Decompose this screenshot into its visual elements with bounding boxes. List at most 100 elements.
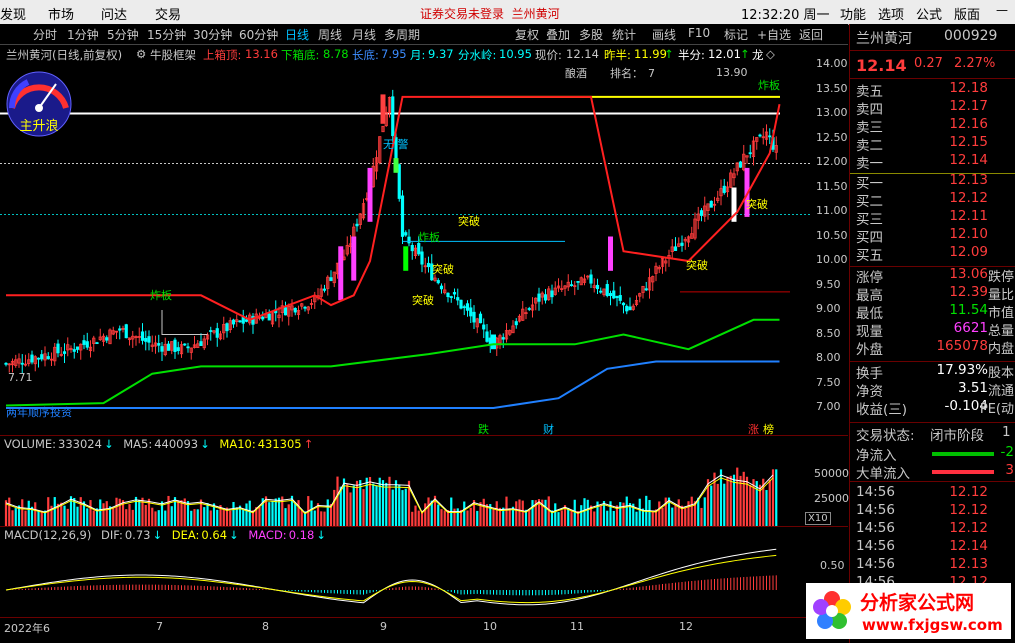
btn-adjust[interactable]: 复权 [515, 28, 540, 42]
watershed-label: 分水岭: [458, 48, 497, 62]
bid-row: 买五 12.09 [850, 244, 1015, 264]
volume-label: VOLUME: [4, 437, 57, 451]
candle-body [586, 275, 590, 278]
volume-bar [671, 507, 674, 526]
volume-bar [602, 501, 606, 526]
tab-15min[interactable]: 15分钟 [147, 28, 187, 42]
candle-body [433, 277, 437, 281]
stat2-row-value: -0.104 [944, 398, 988, 414]
tab-1min[interactable]: 1分钟 [67, 28, 99, 42]
candle-body [92, 337, 96, 344]
volume-bar [537, 499, 541, 526]
volume-bar [511, 506, 515, 526]
volume-bar [199, 499, 203, 526]
tab-daily[interactable]: 日线 [285, 28, 310, 42]
tick-row-value: 12.12 [949, 484, 988, 500]
dragon-label: 龙 [752, 48, 764, 62]
btn-add-favorite[interactable]: +自选 [757, 28, 792, 42]
indicator-gear-icon[interactable]: ⚙ [136, 47, 147, 61]
menu-wenda[interactable]: 问达 [101, 8, 128, 23]
candle-body [722, 185, 726, 193]
volume-bar [271, 500, 274, 526]
macd-chart[interactable] [0, 540, 810, 618]
stat-row: 涨停 13.06 跌停 [850, 266, 1015, 286]
candle-body [62, 351, 67, 354]
candle-body [179, 344, 184, 355]
candle-body [361, 203, 366, 219]
volume-bar [24, 510, 27, 526]
volume-bar [693, 501, 697, 526]
support-line-green [5, 318, 780, 407]
candle-body [751, 140, 756, 157]
volume-bar [472, 500, 476, 526]
tab-multi-period[interactable]: 多周期 [384, 28, 421, 42]
tab-intraday[interactable]: 分时 [33, 28, 58, 42]
volume-bar [316, 503, 320, 526]
candle-body [59, 353, 63, 356]
menu-function[interactable]: 功能 [840, 8, 867, 23]
ask-row-label: 卖五 [856, 84, 883, 100]
btn-multi-stock[interactable]: 多股 [579, 28, 604, 42]
btn-draw[interactable]: 画线 [652, 28, 677, 42]
candlestick-chart[interactable]: 酿酒 排名： 7 13.907.71无 警炸板炸板炸板突破突破突破突破突破两年顺序投资… [0, 63, 810, 435]
tab-weekly[interactable]: 周线 [318, 28, 343, 42]
tick-row: 14:56 12.12 [850, 520, 1015, 538]
btn-statistics[interactable]: 统计 [612, 28, 637, 42]
minimize-icon[interactable]: — [996, 3, 1008, 17]
candle-body [166, 343, 171, 351]
diamond-icon[interactable]: ◇ [766, 47, 775, 61]
volume-bar [274, 498, 277, 526]
candle-body [46, 356, 50, 360]
candle-body [121, 328, 125, 330]
menu-trade[interactable]: 交易 [155, 8, 182, 23]
volume-bar [170, 506, 173, 526]
volume-bar [167, 495, 170, 526]
stat-row-label: 最低 [856, 306, 883, 322]
volume-bar [489, 504, 492, 526]
volume-bar [53, 497, 56, 526]
trade-status-row: 交易状态: 闭市阶段 1 [850, 424, 1015, 444]
price-axis-tick: 8.50 [816, 326, 841, 340]
volume-bar [66, 508, 69, 526]
volume-bar [222, 509, 225, 526]
stat2-row-value: 17.93% [936, 362, 988, 378]
volume-bar [677, 499, 680, 526]
candle-body [355, 223, 359, 227]
volume-bar [651, 511, 654, 526]
login-notice[interactable]: 证券交易未登录 兰州黄河 [420, 5, 560, 22]
indicator-name[interactable]: 牛股框架 [150, 48, 196, 62]
tab-30min[interactable]: 30分钟 [193, 28, 233, 42]
btn-overlay[interactable]: 叠加 [546, 28, 571, 42]
menu-options[interactable]: 选项 [878, 8, 905, 23]
menu-market[interactable]: 市场 [48, 8, 75, 23]
candle-body [465, 303, 470, 311]
volume-bar [37, 510, 40, 526]
stat-row-value: 165078 [936, 338, 988, 354]
volume-ma10-line [5, 477, 774, 515]
menu-formula[interactable]: 公式 [916, 8, 943, 23]
menu-discover[interactable]: 发现 [0, 8, 27, 23]
candle-body [673, 246, 678, 251]
volume-bar [684, 507, 687, 526]
tab-60min[interactable]: 60分钟 [239, 28, 279, 42]
volume-bar [242, 509, 245, 526]
bid-row: 买四 12.10 [850, 226, 1015, 246]
menu-layout[interactable]: 版面 [954, 8, 981, 23]
volume-bar [674, 504, 677, 526]
net-inflow-bar [932, 452, 994, 456]
btn-back[interactable]: 返回 [799, 28, 824, 42]
volume-bar [515, 501, 518, 526]
candle-body [345, 245, 349, 255]
volume-bar [86, 508, 89, 526]
btn-f10[interactable]: F10 [688, 26, 711, 40]
btn-mark[interactable]: 标记 [724, 28, 749, 42]
candle-body [699, 210, 704, 216]
candle-body [322, 288, 327, 291]
volume-bar [667, 497, 671, 526]
volume-bar [385, 482, 388, 526]
tab-5min[interactable]: 5分钟 [107, 28, 139, 42]
volume-bar [495, 501, 498, 526]
tab-monthly[interactable]: 月线 [352, 28, 377, 42]
volume-chart[interactable] [0, 450, 810, 526]
candle-body [703, 205, 707, 217]
